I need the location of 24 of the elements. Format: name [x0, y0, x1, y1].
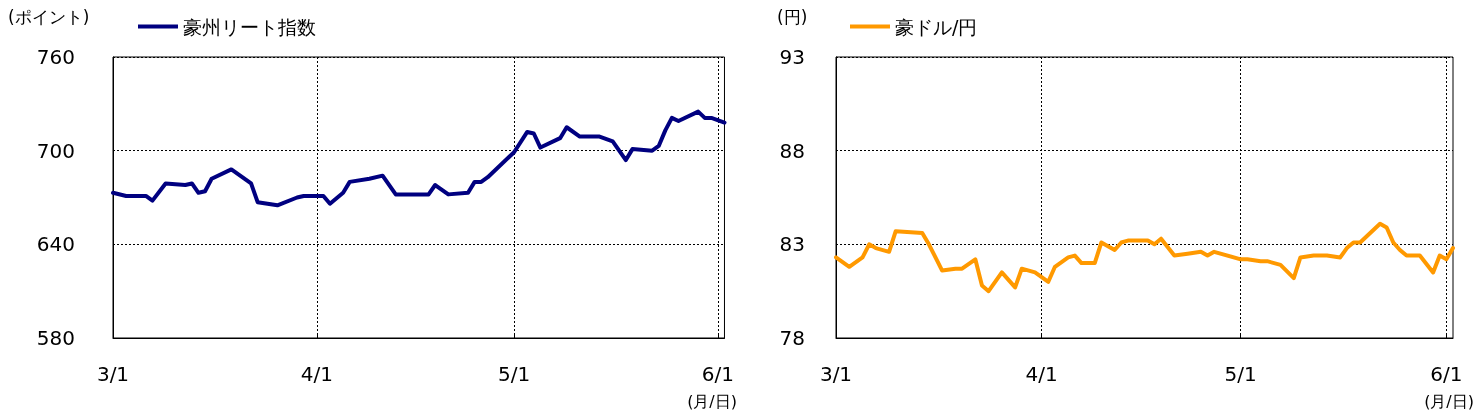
x-tick-label: 6/1	[1430, 362, 1463, 386]
x-tick-label: 5/1	[1224, 362, 1257, 386]
y-axis-title: (円)	[777, 6, 808, 27]
y-tick-label: 580	[36, 326, 75, 350]
y-axis-title: (ポイント)	[8, 6, 90, 27]
x-tick-label: 4/1	[1025, 362, 1058, 386]
line-series	[111, 109, 727, 208]
y-tick-label: 700	[36, 138, 75, 163]
y-tick-label: 93	[779, 45, 805, 69]
x-tick-label: 5/1	[497, 362, 531, 386]
line-series	[834, 221, 1455, 294]
legend-label: 豪ドル/円	[895, 15, 978, 38]
legend-label: 豪州リート指数	[183, 15, 316, 38]
x-tick-label: 3/1	[819, 362, 853, 386]
y-tick-label: 83	[779, 232, 805, 257]
x-axis-title: (月/日)	[687, 391, 737, 411]
x-tick-label: 4/1	[300, 362, 333, 386]
y-tick-label: 760	[36, 45, 75, 69]
x-tick-label: 6/1	[701, 362, 734, 386]
x-tick-label: 3/1	[96, 362, 130, 386]
y-tick-label: 640	[36, 232, 75, 257]
y-tick-label: 78	[779, 326, 805, 350]
y-tick-label: 88	[779, 138, 805, 163]
x-axis-title: (月/日)	[1424, 391, 1474, 411]
